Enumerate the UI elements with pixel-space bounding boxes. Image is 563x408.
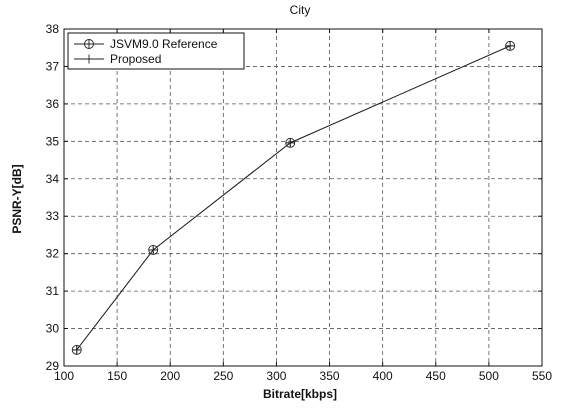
x-tick-label: 350 xyxy=(320,369,340,383)
x-tick-label: 500 xyxy=(479,369,499,383)
data-series xyxy=(71,40,516,355)
chart-title: City xyxy=(290,3,311,17)
y-tick-label: 29 xyxy=(46,359,60,373)
x-tick-label: 300 xyxy=(266,369,286,383)
data-point-1 xyxy=(148,245,158,255)
grid-lines xyxy=(64,29,542,366)
plot-frame xyxy=(63,28,543,367)
x-tick-label: 100 xyxy=(54,369,74,383)
y-tick-label: 33 xyxy=(46,209,60,223)
y-tick-label: 36 xyxy=(46,97,60,111)
y-tick-label: 38 xyxy=(46,22,60,36)
series-line-1 xyxy=(76,45,511,351)
y-tick-label: 30 xyxy=(46,322,60,336)
legend-box xyxy=(67,32,245,70)
x-tick-label: 250 xyxy=(213,369,233,383)
x-tick-label: 550 xyxy=(532,369,552,383)
data-point-1 xyxy=(72,345,82,355)
y-axis-label: PSNR-Y[dB] xyxy=(10,164,24,233)
axes xyxy=(63,28,543,367)
x-tick-label: 400 xyxy=(373,369,393,383)
legend-label-0: JSVM9.0 Reference xyxy=(110,37,218,51)
data-point-1 xyxy=(285,138,295,148)
y-tick-label: 31 xyxy=(46,284,60,298)
y-tick-label: 34 xyxy=(46,172,60,186)
y-tick-label: 32 xyxy=(46,247,60,261)
x-axis-label: Bitrate[kbps] xyxy=(263,387,337,401)
x-tick-label: 450 xyxy=(426,369,446,383)
tick-labels: 100 150 200 250 300 350 400 450 500 550 29 30 31 32 33… xyxy=(46,22,553,383)
y-tick-label: 35 xyxy=(46,134,60,148)
x-tick-label: 150 xyxy=(107,369,127,383)
data-point-1 xyxy=(505,41,515,51)
legend-label-1: Proposed xyxy=(110,52,161,66)
x-tick-label: 200 xyxy=(160,369,180,383)
series-line-0 xyxy=(76,45,511,351)
y-tick-label: 37 xyxy=(46,59,60,73)
